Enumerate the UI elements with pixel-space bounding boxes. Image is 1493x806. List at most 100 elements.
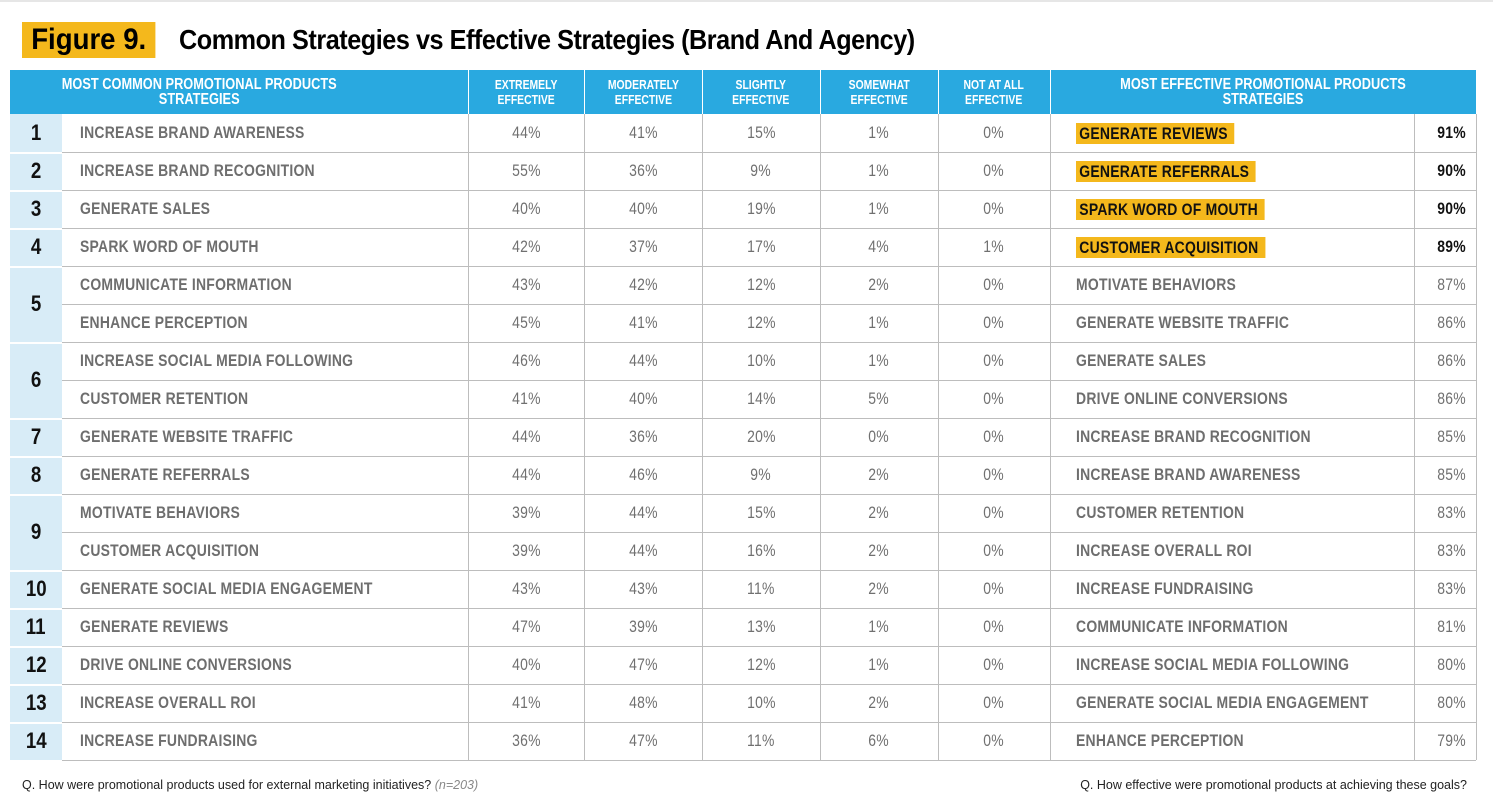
rating-value: 0%	[938, 152, 1050, 190]
table-right-border	[1476, 114, 1477, 760]
rating-value-text: 0%	[983, 275, 1005, 294]
effective-strategy-value: 83%	[1414, 570, 1476, 608]
strategy-name-text: INCREASE OVERALL ROI	[80, 693, 256, 712]
rank-number: 11	[26, 614, 46, 639]
rating-value-text: 47%	[511, 617, 541, 636]
rank-cell: 7	[10, 418, 62, 456]
rating-value-text: 0%	[983, 503, 1005, 522]
effective-strategy-value: 85%	[1414, 456, 1476, 494]
rank-cell: 14	[10, 722, 62, 760]
rating-value: 0%	[938, 304, 1050, 342]
footnote-left: Q. How were promotional products used fo…	[22, 778, 478, 792]
header-rating-3: SLIGHTLY EFFECTIVE	[702, 70, 820, 114]
effective-strategy-text: CUSTOMER RETENTION	[1076, 503, 1245, 522]
rating-value-text: 0%	[983, 389, 1005, 408]
effective-strategy-text: SPARK WORD OF MOUTH	[1076, 198, 1265, 220]
rating-value: 47%	[584, 722, 702, 760]
rating-value: 44%	[468, 114, 584, 152]
header-separator	[468, 70, 469, 114]
effective-strategy-value: 79%	[1414, 722, 1476, 760]
header-rating-label: SLIGHTLY EFFECTIVE	[732, 77, 790, 107]
rating-value-text: 11%	[747, 579, 775, 598]
header-rating-2: MODERATELY EFFECTIVE	[584, 70, 702, 114]
rank-number: 4	[30, 234, 42, 259]
strategy-name: MOTIVATE BEHAVIORS	[80, 494, 468, 532]
rating-value: 9%	[702, 152, 820, 190]
header-separator	[1050, 70, 1051, 114]
rating-value-text: 46%	[628, 465, 658, 484]
rating-value: 0%	[938, 418, 1050, 456]
rank-number: 1	[30, 120, 42, 145]
strategy-name-text: COMMUNICATE INFORMATION	[80, 275, 292, 294]
header-separator	[938, 70, 939, 114]
rating-value-text: 47%	[628, 731, 658, 750]
rating-value-text: 0%	[983, 579, 1005, 598]
rating-value-text: 36%	[511, 731, 541, 750]
header-rating-5: NOT AT ALL EFFECTIVE	[938, 70, 1050, 114]
rating-value-text: 43%	[511, 275, 541, 294]
rating-value: 0%	[938, 684, 1050, 722]
rating-value: 12%	[702, 304, 820, 342]
header-rating-label: SOMEWHAT EFFECTIVE	[848, 77, 910, 107]
effective-strategy-value-text: 85%	[1437, 465, 1466, 484]
rating-value-text: 44%	[511, 123, 541, 142]
effective-strategy-value: 83%	[1414, 494, 1476, 532]
effective-strategy-value-text: 91%	[1437, 123, 1466, 142]
rating-value: 12%	[702, 646, 820, 684]
rank-cell: 3	[10, 190, 62, 228]
rank-cell: 12	[10, 646, 62, 684]
rating-value-text: 39%	[628, 617, 658, 636]
rating-value: 44%	[584, 342, 702, 380]
row-divider	[62, 532, 1476, 533]
rating-value: 0%	[938, 266, 1050, 304]
rating-value-text: 5%	[868, 389, 890, 408]
rating-value: 15%	[702, 494, 820, 532]
rating-value: 5%	[820, 380, 938, 418]
footnote-left-sample: (n=203)	[434, 778, 479, 792]
rating-value: 44%	[584, 494, 702, 532]
rating-value-text: 45%	[511, 313, 541, 332]
strategy-name: DRIVE ONLINE CONVERSIONS	[80, 646, 468, 684]
effective-strategy-text: INCREASE SOCIAL MEDIA FOLLOWING	[1076, 655, 1350, 674]
rating-value: 0%	[938, 532, 1050, 570]
rank-number: 9	[30, 519, 42, 544]
effective-strategy-value-text: 90%	[1437, 161, 1466, 180]
rank-cell: 1	[10, 114, 62, 152]
rating-value: 42%	[468, 228, 584, 266]
rating-value: 0%	[820, 418, 938, 456]
rating-value-text: 40%	[511, 655, 541, 674]
rating-value: 0%	[938, 646, 1050, 684]
strategy-name-text: MOTIVATE BEHAVIORS	[80, 503, 241, 522]
rating-value: 55%	[468, 152, 584, 190]
effective-strategy-value: 80%	[1414, 646, 1476, 684]
strategy-name: INCREASE SOCIAL MEDIA FOLLOWING	[80, 342, 468, 380]
rating-value-text: 39%	[511, 503, 541, 522]
rating-value: 36%	[584, 152, 702, 190]
rating-value: 41%	[468, 380, 584, 418]
strategy-name-text: CUSTOMER RETENTION	[80, 389, 249, 408]
effective-strategy-text: INCREASE BRAND RECOGNITION	[1076, 427, 1311, 446]
rating-value-text: 1%	[868, 617, 890, 636]
effective-strategy-value-text: 89%	[1437, 237, 1466, 256]
effective-strategy-name: INCREASE OVERALL ROI	[1076, 532, 1414, 570]
rating-value: 40%	[584, 380, 702, 418]
effective-strategy-value: 81%	[1414, 608, 1476, 646]
effective-strategy-name: INCREASE BRAND RECOGNITION	[1076, 418, 1414, 456]
rank-separator	[10, 190, 62, 192]
effective-strategy-value-text: 81%	[1437, 617, 1466, 636]
rating-value: 0%	[938, 456, 1050, 494]
rating-value: 41%	[584, 304, 702, 342]
rating-value: 0%	[938, 190, 1050, 228]
effective-strategy-name: INCREASE BRAND AWARENESS	[1076, 456, 1414, 494]
rating-value-text: 2%	[868, 503, 890, 522]
effective-strategy-name: GENERATE SALES	[1076, 342, 1414, 380]
effective-strategy-name: GENERATE SOCIAL MEDIA ENGAGEMENT	[1076, 684, 1414, 722]
effective-strategy-value: 90%	[1414, 190, 1476, 228]
rating-value: 45%	[468, 304, 584, 342]
rating-value-text: 40%	[511, 199, 541, 218]
rank-separator	[10, 152, 62, 154]
effective-strategy-value-text: 86%	[1437, 313, 1466, 332]
rank-separator	[10, 228, 62, 230]
rating-value-text: 44%	[628, 503, 658, 522]
rating-value-text: 0%	[983, 427, 1005, 446]
